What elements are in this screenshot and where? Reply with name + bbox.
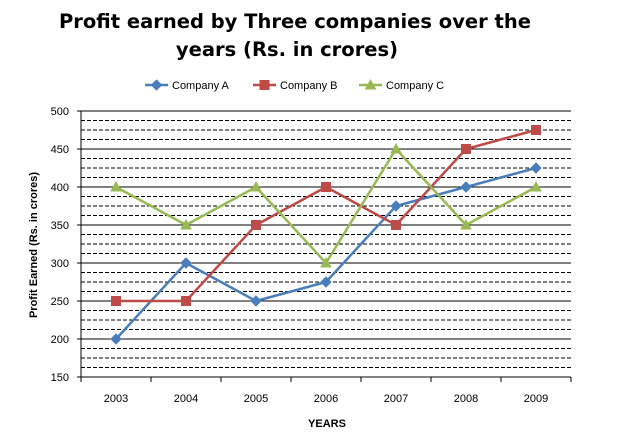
legend-swatch-marker [150, 79, 163, 91]
data-point-company-c [390, 142, 402, 154]
legend-swatch-marker [259, 80, 270, 90]
y-axis-ticks: 150 200 250 300 350 400 450 500 [51, 106, 81, 384]
series-company-c [110, 142, 542, 268]
data-point-company-b [531, 125, 541, 135]
y-tick-label: 150 [51, 372, 69, 384]
legend-item-company-a: Company A [145, 79, 230, 92]
data-point-company-b [391, 220, 401, 230]
legend-swatch-marker [364, 78, 377, 90]
data-point-company-a [460, 181, 472, 193]
x-axis-ticks: 2003 2004 2005 2006 2007 2008 2009 [80, 377, 572, 405]
chart-title-line-2: years (Rs. in crores) [176, 38, 398, 61]
legend-label: Company B [280, 80, 337, 92]
data-point-company-b [251, 220, 261, 230]
legend-item-company-c: Company C [359, 78, 444, 92]
x-tick-label: 2005 [244, 393, 268, 405]
data-point-company-c [460, 218, 472, 230]
data-point-company-a [110, 333, 122, 345]
data-point-company-b [111, 296, 121, 306]
data-point-company-b [181, 296, 191, 306]
data-point-company-c [530, 180, 542, 192]
y-tick-label: 500 [51, 106, 69, 118]
legend-label: Company C [386, 80, 444, 92]
y-axis-label: Profit Earned (Rs. in crores) [28, 172, 40, 318]
x-axis-label: YEARS [308, 418, 346, 430]
x-tick-label: 2009 [524, 393, 548, 405]
data-point-company-c [110, 180, 122, 192]
y-tick-label: 200 [51, 334, 69, 346]
x-tick-label: 2008 [454, 393, 478, 405]
data-point-company-a [320, 276, 332, 288]
legend-item-company-b: Company B [253, 80, 337, 92]
y-tick-label: 300 [51, 258, 69, 270]
data-point-company-a [390, 200, 402, 212]
data-point-company-a [250, 295, 262, 307]
x-tick-label: 2004 [174, 393, 198, 405]
data-point-company-a [530, 162, 542, 174]
y-tick-label: 250 [51, 296, 69, 308]
gridlines [81, 110, 571, 378]
x-tick-label: 2003 [104, 393, 128, 405]
data-point-company-c [320, 256, 332, 268]
chart-title-line-1: Profit earned by Three companies over th… [59, 10, 531, 33]
y-tick-label: 350 [51, 220, 69, 232]
series-company-b [111, 125, 541, 306]
data-point-company-a [180, 257, 192, 269]
data-point-company-b [461, 144, 471, 154]
data-point-company-c [250, 180, 262, 192]
data-point-company-c [180, 218, 192, 230]
series-company-a [110, 162, 542, 345]
axes [80, 111, 571, 378]
legend-label: Company A [172, 80, 230, 92]
y-tick-label: 400 [51, 182, 69, 194]
chart-series [110, 125, 542, 345]
x-tick-label: 2007 [384, 393, 408, 405]
y-tick-label: 450 [51, 144, 69, 156]
data-point-company-b [321, 182, 331, 192]
x-tick-label: 2006 [314, 393, 338, 405]
chart-legend: Company A Company B Company C [145, 78, 444, 92]
